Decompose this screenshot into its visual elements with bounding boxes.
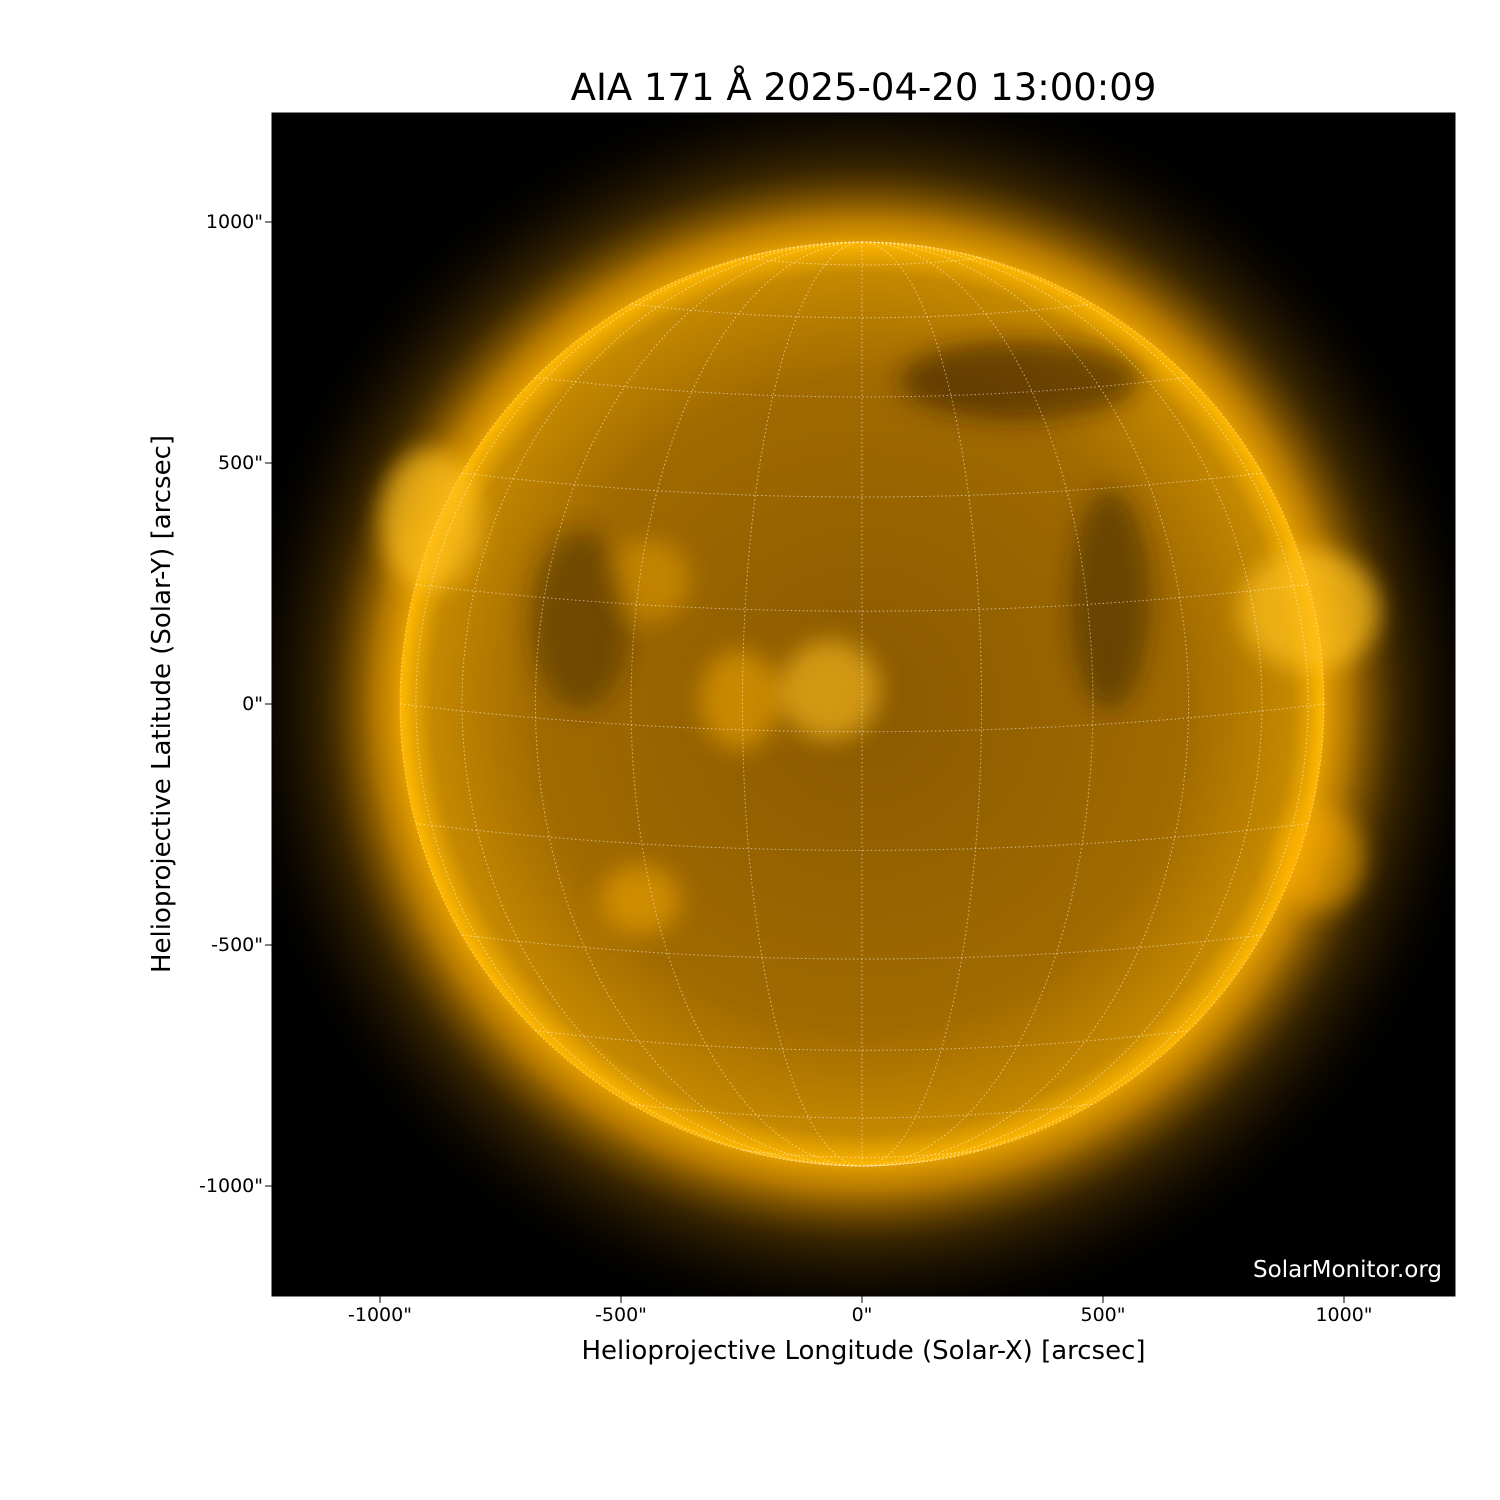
parallel-line xyxy=(461,472,1263,498)
y-axis-label: Helioprojective Latitude (Solar-Y) [arcs… xyxy=(147,434,177,974)
x-tick-label: 500" xyxy=(1080,1304,1126,1326)
plot-title: AIA 171 Å 2025-04-20 13:00:09 xyxy=(570,66,1157,109)
x-axis-label: Helioprojective Longitude (Solar-X) [arc… xyxy=(581,1336,1146,1366)
parallel-line xyxy=(535,376,1189,398)
y-tick-label: 1000" xyxy=(205,211,263,233)
y-tick-label: 0" xyxy=(242,693,263,715)
meridian-line xyxy=(861,241,983,1167)
heliographic-grid xyxy=(399,241,1325,1167)
parallel-line xyxy=(415,823,1309,851)
y-tick-label: 500" xyxy=(217,452,263,474)
y-tick-label: -500" xyxy=(211,934,263,956)
parallel-line xyxy=(461,934,1263,960)
parallel-line xyxy=(535,1030,1189,1051)
x-tick-label: 1000" xyxy=(1315,1304,1373,1326)
x-tick-label: -1000" xyxy=(348,1304,412,1326)
meridian-line xyxy=(461,241,863,1167)
x-tick-label: 0" xyxy=(851,1304,873,1326)
watermark: SolarMonitor.org xyxy=(1253,1257,1442,1283)
meridian-line xyxy=(861,241,1263,1167)
meridian-line xyxy=(741,241,863,1167)
meridian-line xyxy=(415,241,863,1167)
y-tick-label: -1000" xyxy=(199,1175,263,1197)
x-tick-label: -500" xyxy=(595,1304,647,1326)
parallel-line xyxy=(415,583,1309,612)
meridian-line xyxy=(861,241,1190,1167)
meridian-line xyxy=(861,241,1309,1167)
meridian-line xyxy=(534,241,863,1167)
